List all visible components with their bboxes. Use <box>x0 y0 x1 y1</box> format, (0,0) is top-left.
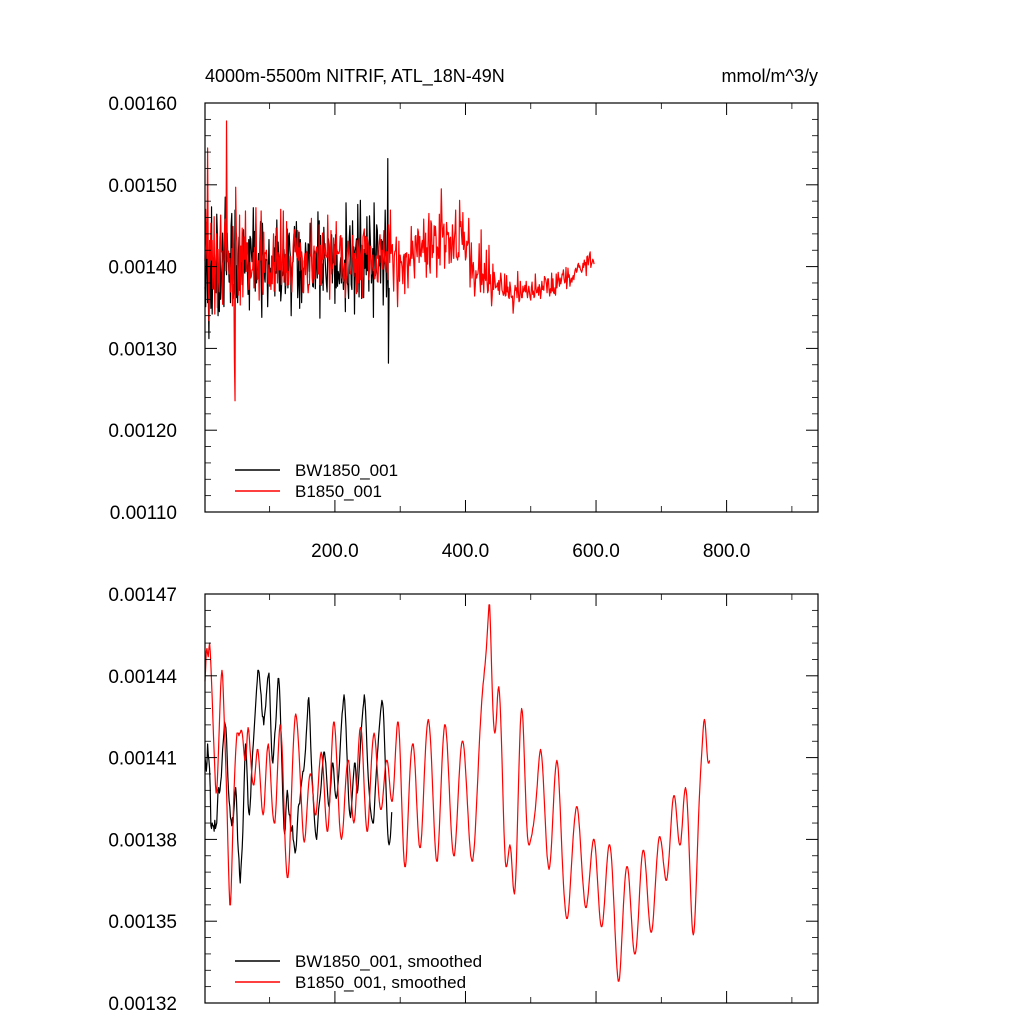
bottom-legend-label-1: BW1850_001, smoothed <box>295 952 482 971</box>
top-legend-label-1: BW1850_001 <box>295 461 398 480</box>
top-plot-frame <box>204 102 819 513</box>
top-ytick-label: 0.00120 <box>108 421 177 442</box>
top-ytick-label: 0.00130 <box>108 339 177 360</box>
title-left: 4000m-5500m NITRIF, ATL_18N-49N <box>205 66 505 87</box>
top-series-line-2 <box>204 120 595 402</box>
top-ytick-label: 0.00140 <box>108 258 177 279</box>
top-xtick-label: 400.0 <box>442 541 490 562</box>
top-xtick-label: 800.0 <box>703 541 751 562</box>
bottom-panel: 0.00132 0.00135 0.00138 0.00141 0.00144 0.001… <box>108 585 819 1015</box>
top-xtick-label: 600.0 <box>572 541 620 562</box>
bottom-ytick-label: 0.00144 <box>108 667 177 688</box>
top-ytick-label: 0.00160 <box>108 94 177 115</box>
bottom-series-line-2 <box>204 604 711 982</box>
bottom-legend-label-2: B1850_001, smoothed <box>295 973 466 992</box>
top-legend-label-2: B1850_001 <box>295 482 382 501</box>
top-ytick-label: 0.00150 <box>108 176 177 197</box>
bottom-series-line-1 <box>204 669 393 884</box>
bottom-ytick-label: 0.00135 <box>108 912 177 933</box>
top-ytick-label: 0.00110 <box>110 503 177 524</box>
bottom-plot-frame <box>204 593 819 1004</box>
bottom-ytick-label: 0.00138 <box>108 830 177 851</box>
title-right: mmol/m^3/y <box>722 66 818 86</box>
bottom-ytick-label: 0.00132 <box>108 994 177 1015</box>
top-xtick-label: 200.0 <box>311 541 359 562</box>
bottom-ytick-label: 0.00147 <box>108 585 177 606</box>
top-panel: 0.00110 0.00120 0.00130 0.00140 0.00150 0.001… <box>108 94 819 562</box>
bottom-ytick-label: 0.00141 <box>108 749 177 770</box>
